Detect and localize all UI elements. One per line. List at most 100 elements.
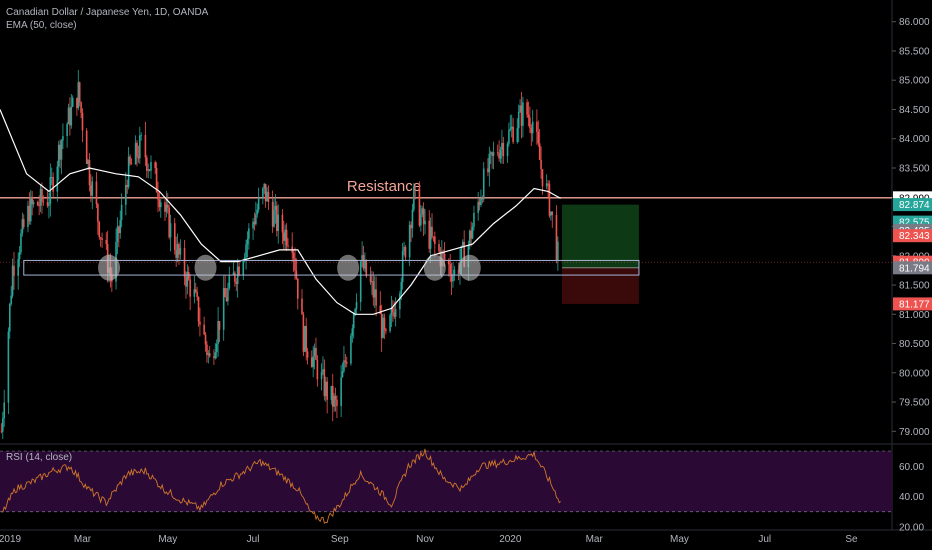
candle-body	[359, 261, 362, 302]
candle-body	[393, 312, 396, 317]
candle-body	[305, 326, 307, 352]
candle	[473, 205, 475, 231]
candle-body	[235, 281, 238, 284]
candle	[62, 123, 64, 150]
candle	[234, 270, 236, 287]
candle	[324, 376, 327, 402]
candle-body	[470, 230, 472, 239]
candle	[8, 302, 11, 339]
candle	[248, 223, 250, 250]
candle	[345, 356, 348, 368]
candle-body	[225, 297, 228, 302]
candle-body	[158, 199, 161, 208]
candle-body	[351, 328, 354, 336]
candle-body	[489, 152, 492, 154]
candle	[130, 158, 133, 165]
candle-body	[67, 107, 70, 125]
price-tick-label: 79.000	[899, 427, 930, 438]
candle-body	[541, 169, 544, 187]
candle-body	[76, 97, 78, 109]
time-tick-label: Mar	[74, 534, 92, 545]
candle-body	[263, 183, 266, 189]
candle	[516, 118, 519, 144]
ema-line	[0, 109, 561, 315]
time-tick-label: Sep	[331, 534, 349, 545]
candle-body	[150, 162, 152, 171]
candle-body	[169, 223, 172, 238]
candle	[70, 94, 73, 129]
candle	[394, 297, 397, 327]
candle	[438, 239, 440, 254]
candle-body	[129, 156, 131, 163]
candle-body	[509, 128, 512, 131]
candle	[166, 193, 169, 214]
candle-body	[390, 307, 393, 316]
candle-body	[3, 402, 5, 419]
candle-body	[520, 105, 523, 126]
candle	[449, 254, 451, 282]
candle	[32, 199, 35, 208]
candle-body	[203, 324, 205, 335]
candle	[340, 364, 342, 418]
candle	[129, 154, 131, 166]
candle-body	[354, 309, 356, 314]
candle	[276, 201, 278, 237]
candle-body	[400, 282, 403, 294]
candle	[144, 121, 147, 166]
candle-body	[146, 157, 148, 171]
price-label-text: 82.874	[899, 200, 930, 211]
support-touch-marker	[423, 254, 446, 281]
candle-body	[214, 352, 217, 359]
candle	[185, 271, 187, 299]
candle-body	[478, 201, 481, 206]
candle	[183, 239, 186, 286]
candle	[245, 239, 247, 270]
candle-body	[66, 124, 68, 137]
candle-body	[164, 202, 166, 212]
price-label-text: 82.343	[899, 231, 930, 242]
candle-body	[252, 221, 254, 229]
candle-body	[499, 149, 502, 159]
candle-body	[434, 236, 436, 245]
candle	[203, 316, 205, 336]
candle	[60, 139, 63, 175]
candle-body	[273, 210, 275, 227]
candle	[31, 190, 33, 216]
candle-body	[522, 102, 524, 126]
candle	[301, 289, 303, 315]
candle	[29, 189, 32, 225]
candle	[3, 389, 5, 427]
candle	[277, 204, 280, 244]
candle-body	[473, 212, 475, 227]
candle	[470, 221, 472, 247]
candle	[489, 150, 492, 165]
candle-body	[232, 272, 235, 276]
candle	[373, 276, 376, 309]
candle-body	[463, 241, 465, 268]
candle	[139, 126, 141, 165]
candle-body	[343, 360, 345, 372]
candle	[120, 193, 123, 228]
candle-body	[255, 214, 257, 225]
candle	[330, 385, 333, 405]
candle-body	[187, 272, 190, 280]
candle-body	[382, 317, 384, 338]
candle-body	[292, 252, 295, 259]
candle-body	[420, 214, 422, 226]
candle-body	[340, 377, 342, 407]
candle-body	[46, 202, 49, 206]
candle-body	[369, 276, 372, 283]
candle-body	[350, 335, 352, 364]
candle	[450, 262, 453, 296]
price-tick-label: 84.500	[899, 105, 930, 116]
price-tick-label: 84.000	[899, 134, 930, 145]
candle-body	[344, 360, 347, 362]
candle	[199, 307, 201, 337]
ema-legend: EMA (50, close)	[6, 20, 77, 31]
candle-body	[155, 167, 158, 193]
candle	[434, 231, 436, 257]
candle	[557, 236, 559, 271]
candle	[399, 290, 401, 319]
